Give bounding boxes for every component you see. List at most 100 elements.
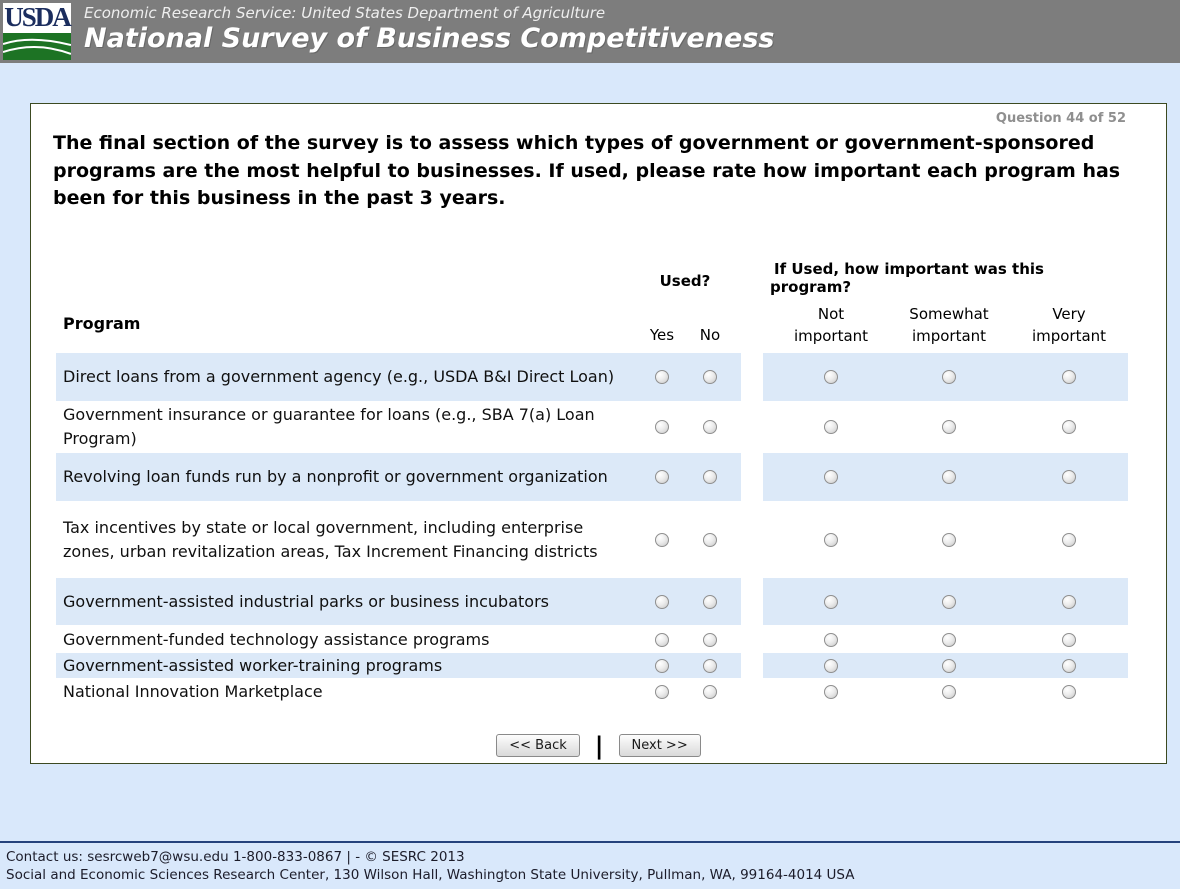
program-label: Revolving loan funds run by a nonprofit … bbox=[63, 467, 608, 486]
radio-very-important[interactable] bbox=[1062, 370, 1076, 384]
radio-not-important[interactable] bbox=[824, 532, 838, 547]
contact-label: Contact us: bbox=[6, 849, 88, 865]
table-row: National Innovation Marketplace bbox=[31, 679, 1166, 704]
radio-used-yes[interactable] bbox=[655, 532, 669, 547]
radio-somewhat-important[interactable] bbox=[942, 658, 956, 673]
radio-used-no[interactable] bbox=[703, 470, 717, 484]
radio-used-no[interactable] bbox=[703, 658, 717, 673]
radio-very-important[interactable] bbox=[1062, 532, 1076, 547]
page-footer: Contact us: sesrcweb7@wsu.edu 1-800-833-… bbox=[6, 848, 854, 884]
contact-email-link[interactable]: sesrcweb7@wsu.edu bbox=[87, 849, 229, 865]
program-used-band: National Innovation Marketplace bbox=[56, 679, 741, 704]
radio-somewhat-important[interactable] bbox=[942, 684, 956, 699]
radio-used-no[interactable] bbox=[703, 594, 717, 609]
program-label: Tax incentives by state or local governm… bbox=[63, 517, 598, 561]
radio-very-important[interactable] bbox=[1062, 594, 1076, 609]
radio-somewhat-important[interactable] bbox=[942, 420, 956, 434]
somewhat-important-label: Somewhat important bbox=[909, 305, 989, 345]
radio-very-important[interactable] bbox=[1062, 420, 1076, 434]
radio-not-important[interactable] bbox=[824, 684, 838, 699]
table-row: Tax incentives by state or local governm… bbox=[31, 503, 1166, 576]
radio-used-yes[interactable] bbox=[655, 370, 669, 384]
radio-used-no[interactable] bbox=[703, 420, 717, 434]
importance-band bbox=[763, 653, 1128, 678]
app-header: USDA Economic Research Service: United S… bbox=[0, 0, 1180, 63]
table-row: Government-funded technology assistance … bbox=[31, 627, 1166, 652]
radio-somewhat-important[interactable] bbox=[942, 532, 956, 547]
program-used-band: Government-funded technology assistance … bbox=[56, 627, 741, 652]
program-label: Government-assisted worker-training prog… bbox=[63, 655, 443, 675]
back-button[interactable]: << Back bbox=[496, 734, 580, 757]
radio-not-important[interactable] bbox=[824, 420, 838, 434]
importance-column-header: If Used, how important was this program? bbox=[770, 260, 1044, 296]
used-column-header: Used? bbox=[659, 272, 711, 290]
usda-logo: USDA bbox=[3, 2, 72, 60]
program-label: Direct loans from a government agency (e… bbox=[63, 367, 615, 386]
radio-used-yes[interactable] bbox=[655, 632, 669, 647]
agency-subtitle: Economic Research Service: United States… bbox=[84, 4, 606, 22]
radio-used-no[interactable] bbox=[703, 370, 717, 384]
nav-button-row: << Back | Next >> bbox=[31, 731, 1166, 760]
importance-band bbox=[763, 503, 1128, 576]
table-row: Government-assisted worker-training prog… bbox=[31, 653, 1166, 678]
footer-address-line: Social and Economic Sciences Research Ce… bbox=[6, 867, 855, 883]
survey-title: National Survey of Business Competitiven… bbox=[84, 23, 775, 54]
importance-band bbox=[763, 403, 1128, 451]
radio-somewhat-important[interactable] bbox=[942, 470, 956, 484]
program-label: Government-assisted industrial parks or … bbox=[63, 591, 549, 611]
radio-somewhat-important[interactable] bbox=[942, 594, 956, 609]
radio-somewhat-important[interactable] bbox=[942, 632, 956, 647]
radio-used-yes[interactable] bbox=[655, 470, 669, 484]
program-used-band: Government-assisted worker-training prog… bbox=[56, 653, 741, 678]
program-used-band: Government-assisted industrial parks or … bbox=[56, 578, 741, 625]
radio-not-important[interactable] bbox=[824, 658, 838, 673]
not-important-label: Not important bbox=[793, 305, 869, 345]
radio-not-important[interactable] bbox=[824, 470, 838, 484]
contact-phone-copyright: 1-800-833-0867 | - © SESRC 2013 bbox=[228, 849, 465, 865]
program-label: Government insurance or guarantee for lo… bbox=[63, 405, 595, 448]
importance-band bbox=[763, 453, 1128, 501]
table-row: Government-assisted industrial parks or … bbox=[31, 578, 1166, 625]
radio-very-important[interactable] bbox=[1062, 658, 1076, 673]
yes-column-label: Yes bbox=[649, 326, 675, 344]
program-used-band: Direct loans from a government agency (e… bbox=[56, 353, 741, 401]
question-panel: Question 44 of 52 The final section of t… bbox=[30, 103, 1167, 764]
radio-not-important[interactable] bbox=[824, 594, 838, 609]
question-text: The final section of the survey is to as… bbox=[53, 132, 1121, 209]
radio-very-important[interactable] bbox=[1062, 632, 1076, 647]
radio-somewhat-important[interactable] bbox=[942, 370, 956, 384]
no-column-label: No bbox=[699, 326, 721, 344]
importance-band bbox=[763, 353, 1128, 401]
radio-used-yes[interactable] bbox=[655, 594, 669, 609]
program-used-band: Government insurance or guarantee for lo… bbox=[56, 403, 741, 451]
importance-band bbox=[763, 627, 1128, 652]
radio-very-important[interactable] bbox=[1062, 684, 1076, 699]
radio-not-important[interactable] bbox=[824, 632, 838, 647]
radio-used-yes[interactable] bbox=[655, 684, 669, 699]
radio-not-important[interactable] bbox=[824, 370, 838, 384]
radio-used-yes[interactable] bbox=[655, 658, 669, 673]
program-label: Government-funded technology assistance … bbox=[63, 629, 490, 649]
footer-contact-line: Contact us: sesrcweb7@wsu.edu 1-800-833-… bbox=[6, 848, 854, 866]
radio-used-no[interactable] bbox=[703, 532, 717, 547]
program-column-header: Program bbox=[63, 314, 141, 333]
button-separator: | bbox=[594, 731, 604, 760]
radio-used-no[interactable] bbox=[703, 632, 717, 647]
radio-used-yes[interactable] bbox=[655, 420, 669, 434]
usda-field-icon bbox=[3, 33, 71, 60]
footer-divider bbox=[0, 841, 1180, 843]
radio-very-important[interactable] bbox=[1062, 470, 1076, 484]
usda-logo-text: USDA bbox=[4, 2, 72, 32]
table-row: Direct loans from a government agency (e… bbox=[31, 353, 1166, 401]
importance-band bbox=[763, 679, 1128, 704]
next-button[interactable]: Next >> bbox=[618, 734, 701, 757]
radio-used-no[interactable] bbox=[703, 684, 717, 699]
program-used-band: Tax incentives by state or local governm… bbox=[56, 503, 741, 576]
table-row: Government insurance or guarantee for lo… bbox=[31, 403, 1166, 451]
program-label: National Innovation Marketplace bbox=[63, 681, 323, 701]
very-important-label: Very important bbox=[1031, 305, 1107, 345]
program-used-band: Revolving loan funds run by a nonprofit … bbox=[56, 453, 741, 501]
question-counter: Question 44 of 52 bbox=[995, 111, 1126, 126]
table-row: Revolving loan funds run by a nonprofit … bbox=[31, 453, 1166, 501]
